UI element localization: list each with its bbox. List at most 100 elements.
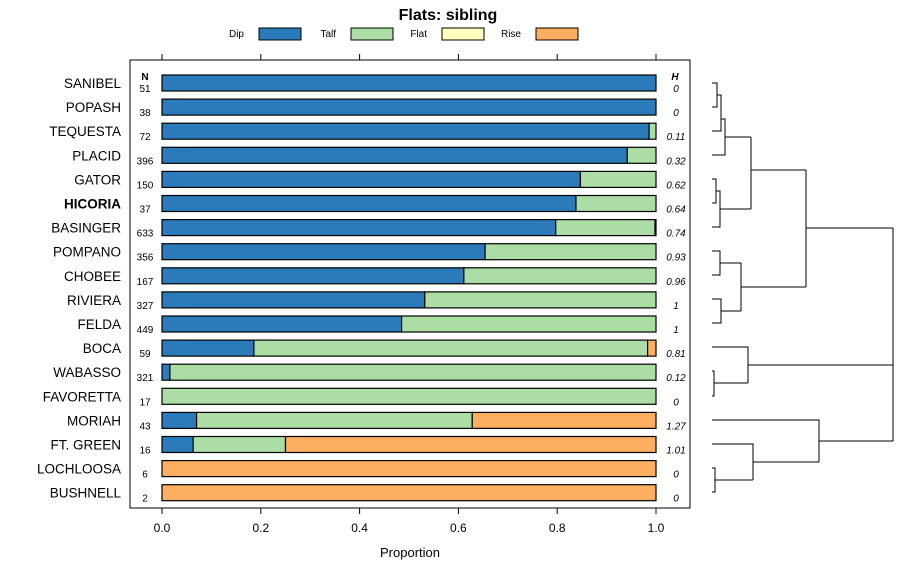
bar-segment-talf bbox=[555, 219, 656, 237]
bar-row: WABASSO 321 0.12 bbox=[53, 363, 686, 384]
bar-segment-dip bbox=[161, 291, 426, 309]
h-value: 0.93 bbox=[666, 253, 686, 264]
dendrogram-branch bbox=[712, 419, 893, 462]
legend-label-rise: Rise bbox=[501, 29, 521, 40]
n-value: 150 bbox=[137, 180, 154, 191]
dendrogram-branch bbox=[750, 137, 806, 209]
bar-segment-dip bbox=[161, 435, 194, 454]
bar-row: BUSHNELL 2 0 bbox=[50, 484, 679, 505]
h-value: 0.64 bbox=[666, 205, 686, 216]
n-value: 43 bbox=[139, 421, 151, 432]
n-column-header: N bbox=[141, 72, 148, 83]
x-tick-label: 1.0 bbox=[648, 521, 665, 535]
bar-segment-rise bbox=[647, 339, 657, 357]
x-axis-label: Proportion bbox=[380, 545, 440, 560]
site-label: BUSHNELL bbox=[50, 486, 122, 501]
site-label: LOCHLOOSA bbox=[37, 462, 121, 477]
site-label: WABASSO bbox=[53, 365, 121, 380]
bar-segment-dip bbox=[161, 219, 557, 237]
bar-segment-dip bbox=[161, 146, 628, 164]
dendrogram-branch bbox=[712, 467, 753, 493]
x-tick-label: 0.8 bbox=[549, 521, 566, 535]
h-value: 0.12 bbox=[666, 373, 686, 384]
bar-row: FAVORETTA 17 0 bbox=[43, 387, 679, 408]
bar-segment-talf bbox=[253, 339, 649, 357]
bar-segment-dip bbox=[161, 122, 650, 140]
site-label: BASINGER bbox=[51, 221, 121, 236]
legend-label-dip: Dip bbox=[229, 29, 244, 40]
bar-segment-talf bbox=[195, 411, 473, 429]
n-value: 37 bbox=[139, 205, 151, 216]
bar-segment-dip bbox=[161, 339, 255, 357]
n-value: 396 bbox=[137, 156, 154, 167]
bar-row: MORIAH 43 1.27 bbox=[67, 411, 686, 432]
n-value: 356 bbox=[137, 253, 154, 264]
bar-row: POMPANO 356 0.93 bbox=[53, 243, 686, 264]
legend: Dip Talf Flat Rise bbox=[229, 27, 579, 41]
bar-row: LOCHLOOSA 6 0 bbox=[37, 460, 679, 481]
legend-swatch-flat bbox=[441, 27, 485, 41]
x-tick-label: 0.4 bbox=[351, 521, 368, 535]
h-value: 0 bbox=[673, 470, 679, 481]
n-value: 6 bbox=[142, 470, 148, 481]
site-label: PLACID bbox=[72, 148, 121, 163]
h-value: 0 bbox=[673, 84, 679, 95]
bar-segment-dip bbox=[161, 98, 657, 116]
x-tick-label: 0.0 bbox=[154, 521, 171, 535]
plot-panel bbox=[129, 59, 691, 509]
dendrogram-branch bbox=[712, 346, 893, 383]
site-label: FAVORETTA bbox=[43, 389, 121, 404]
h-value: 0.81 bbox=[666, 349, 685, 360]
n-value: 72 bbox=[139, 132, 151, 143]
legend-swatch-talf bbox=[350, 27, 394, 41]
bar-segment-rise bbox=[161, 460, 657, 478]
bar-segment-flat bbox=[654, 219, 657, 237]
h-value: 0 bbox=[673, 108, 679, 119]
chart-title: Flats: sibling bbox=[399, 7, 498, 24]
n-value: 51 bbox=[139, 84, 151, 95]
h-value: 1 bbox=[673, 301, 679, 312]
h-value: 1 bbox=[673, 325, 679, 336]
bar-segment-dip bbox=[161, 267, 465, 285]
bar-segment-dip bbox=[161, 411, 198, 429]
bar-rows: SANIBEL 51 0 POPASH 38 0 TEQUESTA 72 0.11 PLACID 3… bbox=[37, 74, 686, 505]
bar-row: FT. GREEN 16 1.01 bbox=[50, 435, 686, 457]
bar-segment-dip bbox=[161, 170, 582, 188]
h-value: 1.27 bbox=[666, 421, 686, 432]
bar-row: POPASH 38 0 bbox=[66, 98, 679, 119]
site-label: SANIBEL bbox=[64, 76, 122, 91]
bar-row: PLACID 396 0.32 bbox=[72, 146, 686, 167]
n-value: 321 bbox=[137, 373, 154, 384]
bar-segment-dip bbox=[161, 74, 657, 92]
site-label: GATOR bbox=[74, 172, 121, 187]
dendrogram-branch bbox=[712, 370, 748, 397]
bar-segment-talf bbox=[424, 291, 657, 309]
bar-segment-talf bbox=[648, 122, 657, 140]
dendrogram-branch bbox=[712, 178, 751, 228]
n-value: 449 bbox=[137, 325, 154, 336]
h-value: 0 bbox=[673, 494, 679, 505]
n-value: 327 bbox=[137, 301, 154, 312]
dendrogram bbox=[712, 82, 894, 493]
bar-row: FELDA 449 1 bbox=[77, 315, 679, 336]
bar-segment-talf bbox=[169, 363, 657, 381]
x-tick-label: 0.2 bbox=[252, 521, 269, 535]
site-label: POMPANO bbox=[53, 245, 121, 260]
site-label: BOCA bbox=[83, 341, 121, 356]
dendrogram-branch bbox=[740, 263, 806, 311]
bar-segment-talf bbox=[400, 315, 657, 333]
bar-row: BASINGER 633 0.74 bbox=[51, 219, 686, 240]
site-label: RIVIERA bbox=[67, 293, 121, 308]
bar-row: CHOBEE 167 0.96 bbox=[64, 267, 686, 288]
n-value: 167 bbox=[137, 277, 154, 288]
dendrogram-branch bbox=[805, 170, 893, 287]
x-axis: 0.0 0.2 0.4 0.6 0.8 1.0 bbox=[154, 54, 665, 535]
bar-segment-talf bbox=[161, 387, 657, 405]
bar-segment-rise bbox=[284, 435, 657, 454]
bar-segment-dip bbox=[161, 363, 171, 381]
legend-swatch-dip bbox=[258, 27, 302, 41]
bar-row: SANIBEL 51 0 bbox=[64, 74, 679, 95]
legend-label-flat: Flat bbox=[410, 29, 427, 40]
dendrogram-branch bbox=[712, 443, 819, 480]
